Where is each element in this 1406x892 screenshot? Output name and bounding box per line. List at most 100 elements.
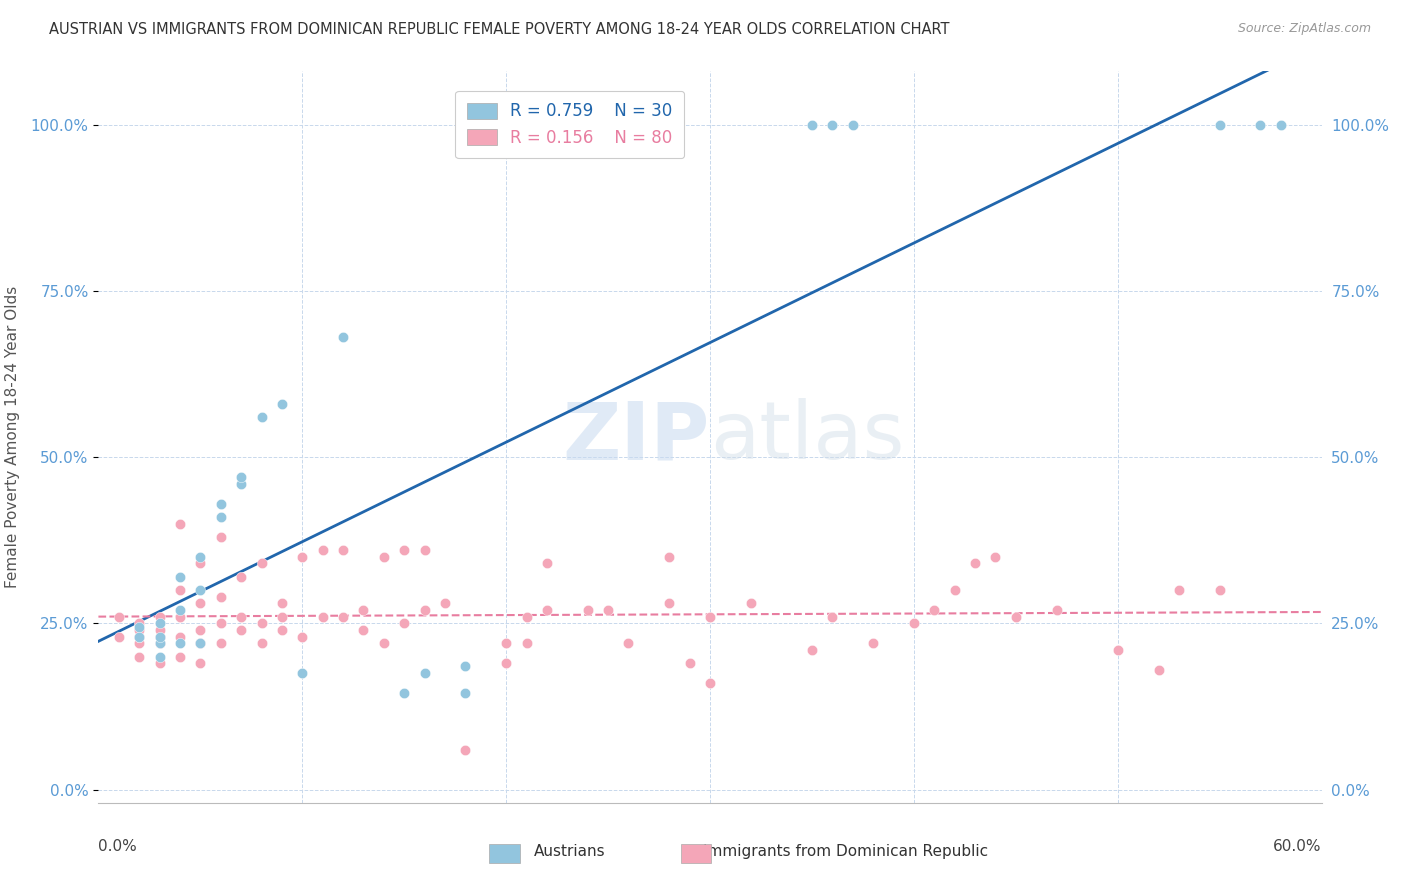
Text: 0.0%: 0.0%	[98, 839, 138, 855]
Text: Immigrants from Dominican Republic: Immigrants from Dominican Republic	[703, 845, 988, 859]
Point	[1004, 609, 1026, 624]
Point	[149, 609, 172, 624]
Point	[149, 630, 172, 644]
Point	[679, 656, 702, 670]
Point	[332, 609, 354, 624]
Point	[169, 570, 191, 584]
Point	[1045, 603, 1069, 617]
Point	[188, 549, 212, 564]
Point	[128, 649, 150, 664]
Point	[576, 603, 599, 617]
Point	[169, 582, 191, 597]
Point	[188, 636, 212, 650]
Point	[270, 609, 294, 624]
Point	[149, 636, 172, 650]
Point	[1107, 643, 1129, 657]
Point	[516, 636, 538, 650]
Point	[965, 557, 987, 571]
Point	[943, 582, 966, 597]
Point	[495, 656, 517, 670]
Point	[373, 549, 395, 564]
Point	[454, 686, 477, 700]
Point	[149, 623, 172, 637]
Point	[270, 623, 294, 637]
Point	[128, 623, 150, 637]
Point	[413, 666, 436, 681]
Point	[699, 609, 721, 624]
Point	[128, 636, 150, 650]
Point	[392, 686, 416, 700]
Point	[250, 557, 273, 571]
Point	[209, 590, 232, 604]
Point	[821, 609, 844, 624]
Point	[821, 118, 844, 132]
Point	[352, 603, 374, 617]
Point	[270, 397, 294, 411]
Point	[231, 609, 253, 624]
Y-axis label: Female Poverty Among 18-24 Year Olds: Female Poverty Among 18-24 Year Olds	[4, 286, 20, 588]
Point	[1167, 582, 1189, 597]
Point	[128, 619, 150, 633]
Point	[658, 549, 681, 564]
Point	[1209, 582, 1232, 597]
Point	[312, 543, 335, 558]
Point	[434, 596, 457, 610]
Point	[231, 570, 253, 584]
Point	[312, 609, 335, 624]
Point	[188, 557, 212, 571]
Point	[188, 596, 212, 610]
Text: Austrians: Austrians	[534, 845, 606, 859]
Point	[862, 636, 884, 650]
Point	[291, 549, 314, 564]
Point	[536, 603, 558, 617]
Text: AUSTRIAN VS IMMIGRANTS FROM DOMINICAN REPUBLIC FEMALE POVERTY AMONG 18-24 YEAR O: AUSTRIAN VS IMMIGRANTS FROM DOMINICAN RE…	[49, 22, 949, 37]
Point	[231, 476, 253, 491]
Point	[699, 676, 721, 690]
Point	[250, 636, 273, 650]
Point	[1209, 118, 1232, 132]
Point	[922, 603, 945, 617]
Point	[250, 410, 273, 425]
Point	[149, 649, 172, 664]
Point	[231, 470, 253, 484]
Point	[1147, 663, 1170, 677]
Point	[169, 630, 191, 644]
Point	[413, 543, 436, 558]
Point	[352, 623, 374, 637]
Point	[801, 643, 824, 657]
Point	[984, 549, 1007, 564]
Point	[536, 557, 558, 571]
Text: 60.0%: 60.0%	[1274, 839, 1322, 855]
Point	[454, 659, 477, 673]
Point	[209, 636, 232, 650]
Text: Source: ZipAtlas.com: Source: ZipAtlas.com	[1237, 22, 1371, 36]
Point	[291, 666, 314, 681]
Point	[128, 630, 150, 644]
Point	[209, 497, 232, 511]
Point	[188, 582, 212, 597]
Point	[149, 636, 172, 650]
Point	[392, 543, 416, 558]
Point	[169, 516, 191, 531]
Point	[454, 742, 477, 756]
Point	[169, 636, 191, 650]
Point	[149, 630, 172, 644]
Legend: R = 0.759    N = 30, R = 0.156    N = 80: R = 0.759 N = 30, R = 0.156 N = 80	[456, 91, 685, 159]
Point	[392, 616, 416, 631]
Point	[169, 609, 191, 624]
Point	[169, 603, 191, 617]
Point	[149, 656, 172, 670]
Point	[332, 330, 354, 344]
Point	[231, 623, 253, 637]
Point	[149, 616, 172, 631]
Point	[169, 649, 191, 664]
Point	[332, 543, 354, 558]
Point	[658, 596, 681, 610]
Text: atlas: atlas	[710, 398, 904, 476]
Point	[250, 616, 273, 631]
Point	[1270, 118, 1292, 132]
Text: ZIP: ZIP	[562, 398, 710, 476]
Point	[903, 616, 925, 631]
Point	[1249, 118, 1271, 132]
Point	[413, 603, 436, 617]
